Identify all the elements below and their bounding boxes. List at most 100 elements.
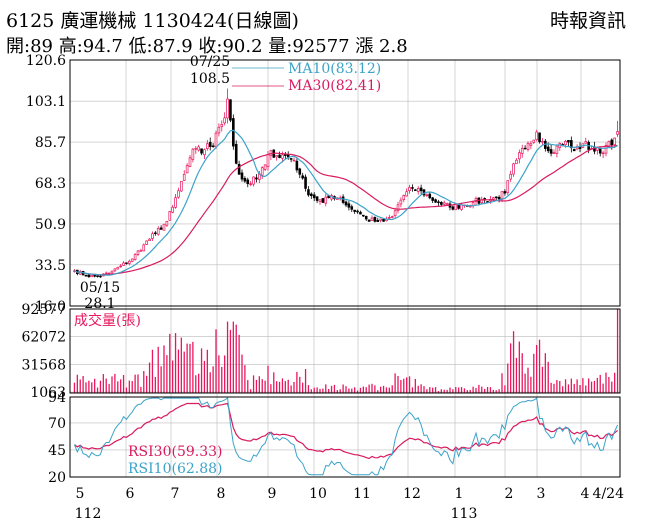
volume-bar	[96, 387, 99, 393]
candle-body	[353, 209, 356, 212]
volume-bar	[287, 379, 289, 393]
volume-tick-label: 31568	[21, 357, 66, 373]
volume-bar	[180, 337, 182, 393]
volume-bar	[221, 366, 223, 393]
volume-bar	[307, 385, 310, 393]
volume-bar	[160, 366, 162, 393]
candle-body	[130, 258, 134, 262]
volume-bar	[290, 385, 292, 393]
ma10-legend: MA10(83.12)	[288, 61, 381, 77]
price-tick-label: 103.1	[26, 94, 66, 110]
candle-body	[168, 211, 172, 221]
candle-body	[396, 204, 400, 211]
volume-bar	[336, 390, 338, 393]
candle-body	[234, 143, 238, 164]
rsi-tick-label: 94	[48, 390, 66, 406]
candle-body	[431, 197, 434, 201]
volume-bar	[414, 378, 416, 393]
volume-bar	[382, 385, 385, 393]
volume-bar	[195, 375, 197, 393]
volume-bar	[570, 378, 572, 393]
volume-bar	[498, 389, 500, 393]
volume-bar	[278, 381, 281, 393]
candle-body	[165, 220, 169, 226]
candle-body	[292, 159, 296, 162]
volume-bar	[108, 383, 110, 393]
volume-bar	[434, 387, 437, 393]
volume-bar	[88, 380, 90, 393]
volume-bar	[377, 390, 379, 393]
candle-body	[180, 181, 183, 192]
volume-bar	[276, 381, 278, 393]
volume-bar	[585, 385, 587, 393]
volume-bar	[261, 379, 263, 393]
volume-bar	[117, 381, 119, 393]
panel-frames	[69, 59, 621, 478]
ma30-line	[74, 144, 618, 276]
volume-bar	[169, 333, 171, 393]
candle-body	[249, 183, 252, 185]
candle-body	[194, 148, 198, 150]
volume-bar	[200, 348, 203, 393]
candle-body	[159, 227, 163, 230]
x-tick-label: 5	[76, 486, 85, 502]
volume-bar	[273, 372, 275, 393]
volume-bar	[146, 375, 148, 393]
volume-bar	[507, 363, 509, 393]
volume-bar	[76, 374, 78, 393]
candle-body	[425, 194, 429, 196]
volume-bar	[215, 329, 217, 393]
candle-body	[529, 143, 533, 146]
volume-bar	[400, 380, 402, 393]
candle-body	[289, 158, 293, 160]
volume-bar	[478, 384, 480, 393]
candle-body	[613, 137, 616, 145]
volume-bar	[423, 386, 425, 393]
candle-body	[318, 199, 322, 202]
volume-bar	[302, 382, 304, 393]
volume-bar	[406, 377, 408, 393]
candle-body	[229, 99, 232, 121]
candle-body	[278, 154, 281, 158]
volume-bar	[250, 389, 252, 393]
candle-body	[359, 211, 362, 215]
candle-body	[411, 187, 414, 189]
volume-bar	[371, 383, 373, 393]
volume-bar	[446, 389, 448, 393]
volume-bar	[151, 349, 154, 393]
candle-body	[286, 154, 290, 158]
candle-body	[136, 250, 140, 255]
volume-bar	[351, 388, 353, 393]
candle-body	[182, 173, 186, 181]
x-tick-label: 3	[537, 486, 546, 502]
volume-bar	[125, 387, 128, 393]
volume-bar	[140, 386, 142, 393]
candle-body	[451, 206, 455, 210]
volume-bar	[322, 388, 324, 393]
candle-body	[99, 275, 102, 278]
volume-bar	[186, 343, 188, 393]
volume-bar	[354, 387, 356, 393]
volume-bar	[420, 384, 422, 393]
volume-bar	[475, 387, 477, 393]
candle-body	[128, 260, 131, 264]
candle-body	[538, 132, 541, 143]
candle-body	[154, 232, 157, 235]
volume-bar	[134, 374, 136, 393]
candle-body	[535, 131, 538, 141]
volume-bar	[521, 353, 523, 393]
volume-bar	[270, 384, 272, 393]
candle-body	[96, 275, 99, 277]
price-tick-label: 68.3	[35, 176, 66, 192]
volume-bar	[605, 372, 607, 393]
panel-frame	[69, 59, 621, 307]
volume-bar	[608, 377, 610, 393]
candle-body	[364, 215, 368, 220]
volume-bar	[388, 387, 390, 393]
volume-bar	[345, 386, 347, 393]
volume-bar	[469, 389, 471, 393]
volume-bar	[455, 387, 457, 393]
volume-bar	[449, 387, 451, 393]
candle-body	[185, 165, 189, 174]
volume-bar	[267, 365, 269, 393]
